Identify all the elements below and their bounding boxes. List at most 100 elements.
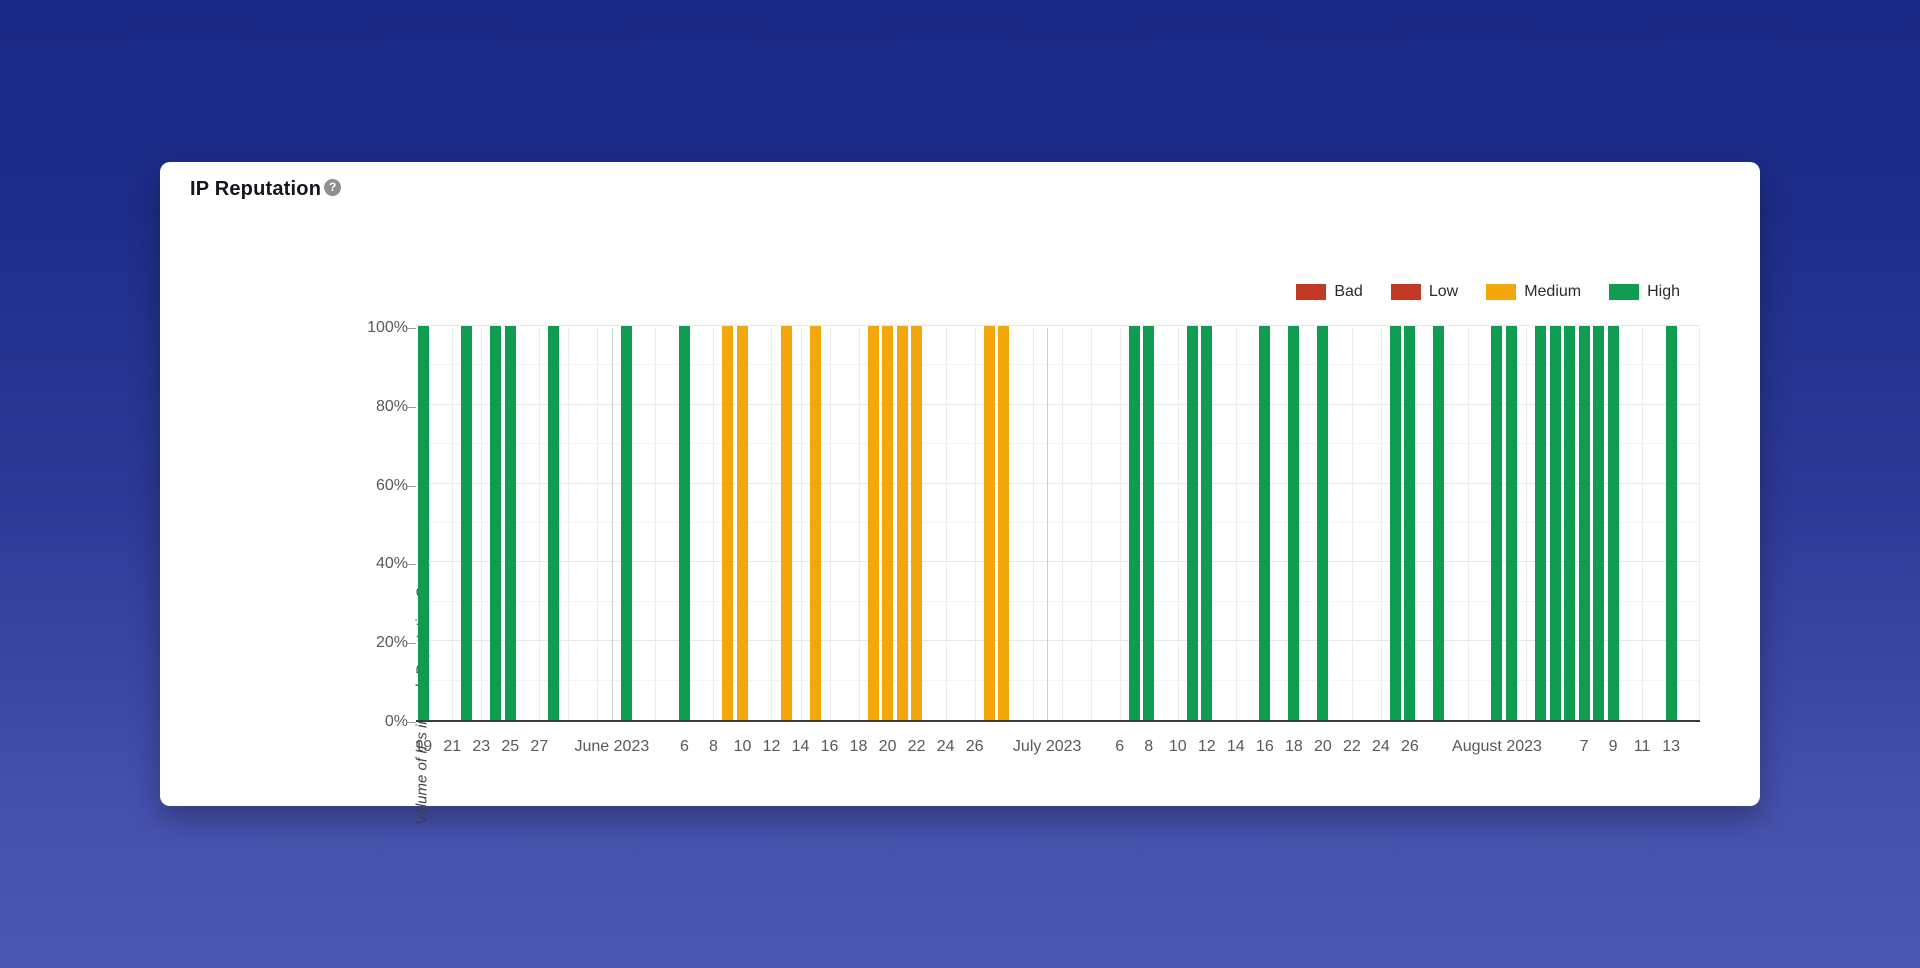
bar-2023-07-28[interactable] (1433, 326, 1445, 720)
horizontal-gridline (416, 679, 1700, 681)
bar-2023-08-08[interactable] (1593, 326, 1605, 720)
bar-2023-05-24[interactable] (490, 326, 502, 720)
x-tick-label: 11 (1633, 738, 1651, 755)
bar-2023-06-13[interactable] (780, 326, 792, 720)
bar-2023-07-12[interactable] (1201, 326, 1213, 720)
bar-2023-08-07[interactable] (1578, 326, 1590, 720)
vertical-gridline (452, 328, 454, 720)
vertical-gridline (829, 328, 831, 720)
bar-2023-06-20[interactable] (882, 326, 894, 720)
bar-2023-07-25[interactable] (1389, 326, 1401, 720)
bar-2023-05-19[interactable] (417, 326, 429, 720)
bar-2023-06-22[interactable] (911, 326, 923, 720)
bar-2023-08-09[interactable] (1607, 326, 1619, 720)
horizontal-gridline (416, 443, 1700, 445)
vertical-gridline (713, 328, 715, 720)
x-tick-label: 7 (1579, 738, 1589, 755)
legend-label: High (1647, 283, 1680, 300)
y-tick-label: 40% (375, 555, 408, 573)
plot-right-edge-gridline (1699, 328, 1700, 720)
horizontal-gridline (416, 364, 1700, 366)
vertical-gridline (1090, 328, 1092, 720)
help-question-icon[interactable]: ? (324, 179, 342, 196)
legend-item-low[interactable]: Low (1390, 283, 1459, 301)
legend-swatch-medium-icon (1486, 284, 1517, 300)
plot-area (416, 325, 1700, 722)
vertical-gridline (945, 328, 947, 720)
bar-2023-08-02[interactable] (1506, 326, 1517, 720)
x-tick-label: 14 (1226, 738, 1245, 755)
bar-2023-07-26[interactable] (1404, 326, 1416, 720)
chart-legend: Bad Low Medium High (1296, 283, 1680, 301)
legend-item-high[interactable]: High (1609, 283, 1680, 301)
bar-2023-08-04[interactable] (1535, 326, 1547, 720)
vertical-gridline (858, 328, 860, 720)
vertical-gridline (1032, 328, 1034, 720)
bar-2023-06-02[interactable] (620, 326, 632, 720)
x-month-label: August 2023 (1452, 738, 1542, 755)
vertical-gridline (1177, 328, 1179, 720)
bar-2023-06-27[interactable] (983, 326, 995, 720)
x-tick-label: 27 (530, 738, 549, 755)
vertical-gridline (1642, 328, 1644, 720)
x-tick-label: 24 (936, 738, 955, 755)
ip-reputation-card: IP Reputation ? Bad Low Medium High Volume … (160, 162, 1760, 825)
bar-2023-07-16[interactable] (1259, 326, 1271, 720)
x-tick-label: 25 (501, 738, 520, 755)
y-tick-mark (406, 722, 416, 723)
vertical-gridline (568, 328, 570, 720)
bar-2023-06-28[interactable] (998, 326, 1010, 720)
x-tick-label: 12 (762, 738, 781, 755)
y-tick-label: 0% (384, 713, 408, 730)
bar-2023-06-21[interactable] (896, 326, 908, 720)
bar-2023-07-20[interactable] (1317, 326, 1329, 720)
x-month-label: July 2023 (1012, 738, 1082, 755)
card-title: IP Reputation (190, 178, 322, 200)
horizontal-gridline (416, 325, 1700, 326)
x-tick-label: 18 (1284, 738, 1303, 755)
x-tick-label: 6 (1115, 738, 1125, 755)
bar-2023-06-06[interactable] (678, 326, 690, 720)
legend-label: Low (1428, 283, 1459, 300)
month-separator-gridline (1047, 328, 1049, 720)
bar-2023-07-07[interactable] (1128, 326, 1140, 720)
bar-2023-07-08[interactable] (1143, 326, 1155, 720)
vertical-gridline (800, 328, 802, 720)
vertical-gridline (597, 328, 599, 720)
vertical-gridline (1351, 328, 1353, 720)
x-tick-label: 13 (1662, 738, 1681, 755)
bar-2023-06-10[interactable] (736, 326, 748, 720)
x-tick-label: 24 (1372, 738, 1390, 755)
x-tick-label: 20 (1313, 738, 1332, 755)
y-tick-mark (406, 328, 416, 329)
card-header: IP Reputation ? (190, 178, 342, 201)
legend-swatch-high-icon (1609, 284, 1640, 300)
legend-item-medium[interactable]: Medium (1486, 283, 1581, 301)
y-tick-mark (406, 643, 416, 645)
bar-2023-06-15[interactable] (809, 326, 821, 720)
bar-2023-07-11[interactable] (1186, 326, 1198, 720)
bar-2023-06-09[interactable] (722, 326, 734, 720)
x-tick-label: 16 (1255, 738, 1274, 755)
legend-label: Medium (1524, 283, 1582, 300)
bar-2023-08-06[interactable] (1564, 326, 1576, 720)
bar-2023-08-01[interactable] (1491, 326, 1503, 720)
bar-2023-08-13[interactable] (1665, 326, 1677, 720)
x-tick-label: 8 (1144, 738, 1154, 755)
legend-item-bad[interactable]: Bad (1296, 283, 1363, 301)
vertical-gridline (539, 328, 541, 720)
bar-2023-08-05[interactable] (1549, 326, 1561, 720)
bar-2023-05-22[interactable] (461, 326, 473, 720)
horizontal-gridline (416, 522, 1700, 523)
bar-2023-05-28[interactable] (548, 326, 560, 720)
x-tick-label: 10 (1168, 738, 1187, 755)
vertical-gridline (1467, 328, 1469, 720)
bar-2023-05-25[interactable] (504, 326, 516, 720)
vertical-gridline (771, 328, 773, 720)
bar-2023-06-19[interactable] (867, 326, 879, 720)
vertical-gridline (481, 328, 483, 720)
x-tick-label: 9 (1608, 738, 1618, 755)
bar-2023-07-18[interactable] (1288, 326, 1300, 720)
horizontal-gridline (416, 600, 1700, 602)
x-tick-label: 22 (1342, 738, 1361, 755)
